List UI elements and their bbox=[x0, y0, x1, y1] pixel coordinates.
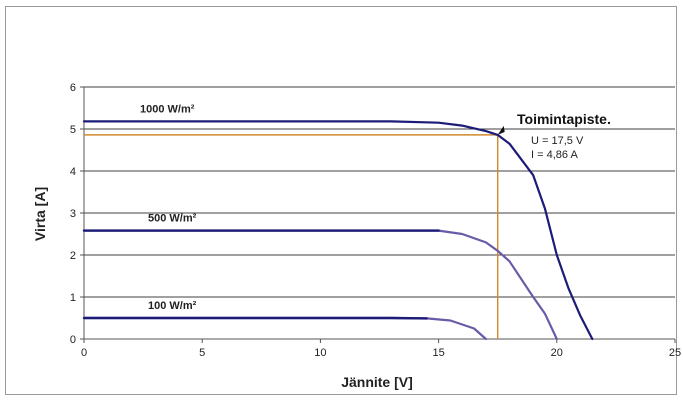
series-label-100: 100 W/m² bbox=[148, 300, 197, 312]
series-line-1000 bbox=[82, 120, 594, 341]
y-tick-label-4: 4 bbox=[70, 166, 76, 178]
axes bbox=[80, 86, 676, 343]
series-label-500: 500 W/m² bbox=[148, 213, 197, 225]
operating-point-current: I = 4,86 A bbox=[531, 149, 578, 161]
x-axis-title: Jännite [V] bbox=[341, 374, 413, 390]
series-label-1000: 1000 W/m² bbox=[140, 103, 195, 115]
gridlines bbox=[84, 86, 675, 298]
y-tick-label-1: 1 bbox=[70, 292, 76, 304]
y-tick-label-6: 6 bbox=[70, 82, 76, 94]
x-tick-label-25: 25 bbox=[669, 347, 681, 359]
y-axis-title: Virta [A] bbox=[32, 187, 48, 241]
x-tick-label-0: 0 bbox=[81, 347, 87, 359]
series-line-500 bbox=[82, 229, 558, 341]
operating-point-voltage: U = 17,5 V bbox=[531, 135, 584, 147]
x-tick-label-20: 20 bbox=[551, 347, 563, 359]
y-tick-label-2: 2 bbox=[70, 250, 76, 262]
operating-point-guides bbox=[84, 125, 505, 339]
chart-frame bbox=[5, 6, 677, 395]
operating-point-title: Toimintapiste. bbox=[517, 111, 611, 127]
x-tick-label-15: 15 bbox=[432, 347, 444, 359]
series-line-100 bbox=[82, 316, 487, 341]
operating-point-arrow-icon bbox=[497, 125, 505, 135]
y-tick-label-0: 0 bbox=[70, 334, 76, 346]
x-tick-label-10: 10 bbox=[314, 347, 326, 359]
y-tick-label-5: 5 bbox=[70, 124, 76, 136]
series-labels: 1000 W/m² 500 W/m² 100 W/m² bbox=[140, 103, 197, 312]
series-lines bbox=[82, 120, 594, 341]
y-tick-label-3: 3 bbox=[70, 208, 76, 220]
y-tick-labels: 0 1 2 3 4 5 6 bbox=[70, 82, 76, 346]
x-tick-label-5: 5 bbox=[199, 347, 205, 359]
x-tick-labels: 0 5 10 15 20 25 bbox=[81, 347, 681, 359]
